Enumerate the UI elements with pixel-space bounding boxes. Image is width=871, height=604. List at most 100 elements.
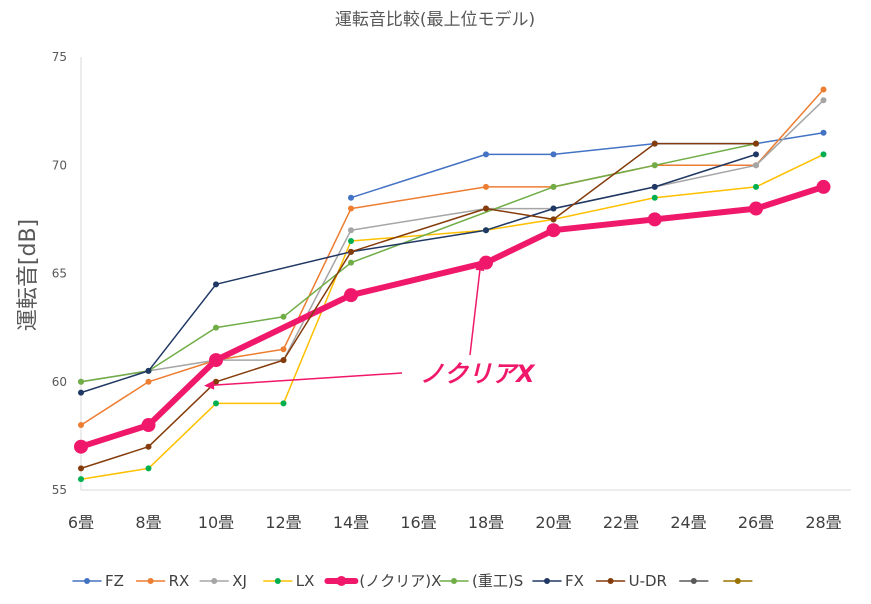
- data-point: [816, 179, 831, 194]
- legend-swatch-marker: [211, 578, 218, 584]
- x-tick-label: 12畳: [265, 513, 301, 532]
- data-point: [209, 353, 223, 368]
- series-XJ: [78, 97, 827, 385]
- data-point: [145, 378, 152, 385]
- annotation: ノクリアX: [204, 260, 536, 390]
- series-line: [350, 132, 825, 199]
- x-tick-label: 28畳: [805, 513, 841, 532]
- series-FX: [78, 151, 759, 396]
- legend-label: FX: [565, 572, 584, 590]
- data-point: [550, 183, 557, 190]
- legend-label: FZ: [105, 572, 124, 590]
- series-U-DR: [78, 140, 759, 472]
- data-point: [753, 162, 759, 169]
- legend-item-XJ: XJ: [199, 572, 247, 590]
- data-point: [651, 194, 658, 201]
- data-point: [483, 227, 489, 234]
- legend-swatch-marker: [147, 578, 154, 584]
- data-point: [141, 418, 156, 433]
- data-point: [78, 422, 84, 429]
- legend-item-RX: RX: [135, 572, 190, 590]
- x-tick-label: 18畳: [468, 513, 504, 532]
- series-LX: [78, 151, 827, 483]
- data-point: [550, 216, 557, 223]
- data-point: [820, 97, 827, 104]
- annotation-arrow-10: [213, 372, 403, 386]
- data-point: [651, 140, 658, 147]
- annotation-arrowhead-18: [475, 260, 485, 271]
- series-line: [80, 142, 757, 383]
- legend-item-9: [723, 578, 753, 584]
- data-point: [145, 465, 152, 472]
- data-point: [550, 151, 557, 158]
- legend-item-U-DR: U-DR: [595, 572, 667, 590]
- data-point: [820, 129, 827, 136]
- series-(ノクリア)X: [74, 179, 831, 454]
- legend-label: XJ: [232, 572, 247, 590]
- series-lines: [74, 86, 831, 483]
- x-tick-label: 22畳: [603, 513, 639, 532]
- legend-label: LX: [296, 572, 315, 590]
- data-point: [78, 389, 84, 396]
- data-point: [145, 367, 152, 374]
- chart-title: 運転音比較(最上位モデル): [335, 9, 535, 30]
- data-point: [651, 183, 658, 190]
- data-point: [280, 400, 287, 407]
- data-point: [280, 346, 287, 353]
- data-point: [820, 86, 827, 93]
- legend-swatch-marker: [544, 578, 550, 584]
- data-point: [213, 281, 219, 288]
- series-line: [80, 142, 757, 470]
- data-point: [213, 324, 219, 331]
- x-tick-label: 14畳: [333, 513, 369, 532]
- legend-swatch-marker: [451, 578, 457, 584]
- legend-swatch-marker: [336, 576, 347, 586]
- x-tick-label: 6畳: [68, 513, 94, 532]
- data-point: [651, 162, 658, 169]
- data-point: [753, 151, 759, 158]
- series-line: [80, 153, 757, 394]
- y-tick-label: 65: [52, 267, 67, 281]
- legend-item-(重工)S: (重工)S: [439, 572, 523, 590]
- data-point: [753, 140, 759, 147]
- legend-label: (ノクリア)X: [359, 572, 441, 590]
- data-point: [348, 205, 354, 212]
- data-point: [280, 313, 287, 320]
- data-point: [483, 205, 489, 212]
- data-point: [78, 476, 84, 483]
- y-tick-labels: 55 60 65 70 75: [52, 50, 67, 497]
- data-point: [348, 194, 354, 201]
- legend-item-8: [679, 578, 709, 584]
- x-tick-label: 16畳: [400, 513, 436, 532]
- y-tick-label: 55: [52, 483, 67, 497]
- data-point: [647, 212, 662, 227]
- data-point: [348, 248, 354, 255]
- legend-item-(ノクリア)X: (ノクリア)X: [324, 572, 441, 590]
- data-point: [74, 439, 88, 454]
- data-point: [820, 151, 827, 158]
- data-point: [483, 151, 489, 158]
- data-point: [78, 465, 84, 472]
- x-tick-labels: 6畳 8畳 10畳 12畳 14畳 16畳 18畳 20畳 22畳 24畳 26畳 28畳: [68, 513, 842, 532]
- series-(重工)S: [78, 140, 759, 385]
- legend-label: RX: [169, 572, 190, 590]
- legend-item-FX: FX: [532, 572, 584, 590]
- data-point: [348, 238, 354, 245]
- y-axis-label: 運転音[dB]: [16, 219, 41, 331]
- legend-swatch-marker: [607, 578, 614, 584]
- x-tick-label: 26畳: [738, 513, 774, 532]
- series-line: [78, 183, 827, 450]
- x-tick-label: 20畳: [535, 513, 571, 532]
- data-point: [344, 288, 358, 303]
- data-point: [483, 183, 489, 190]
- data-point: [213, 378, 219, 385]
- legend-swatch-marker: [734, 578, 741, 584]
- legend-swatch-marker: [274, 578, 281, 584]
- y-tick-label: 60: [52, 375, 67, 389]
- legend-label: U-DR: [629, 572, 667, 590]
- data-point: [78, 378, 84, 385]
- legend: FZ RX XJ LX (ノクリア)X (重工)S FX U-DR: [72, 572, 753, 590]
- annotation-arrowhead-10: [204, 380, 215, 390]
- data-point: [546, 223, 561, 238]
